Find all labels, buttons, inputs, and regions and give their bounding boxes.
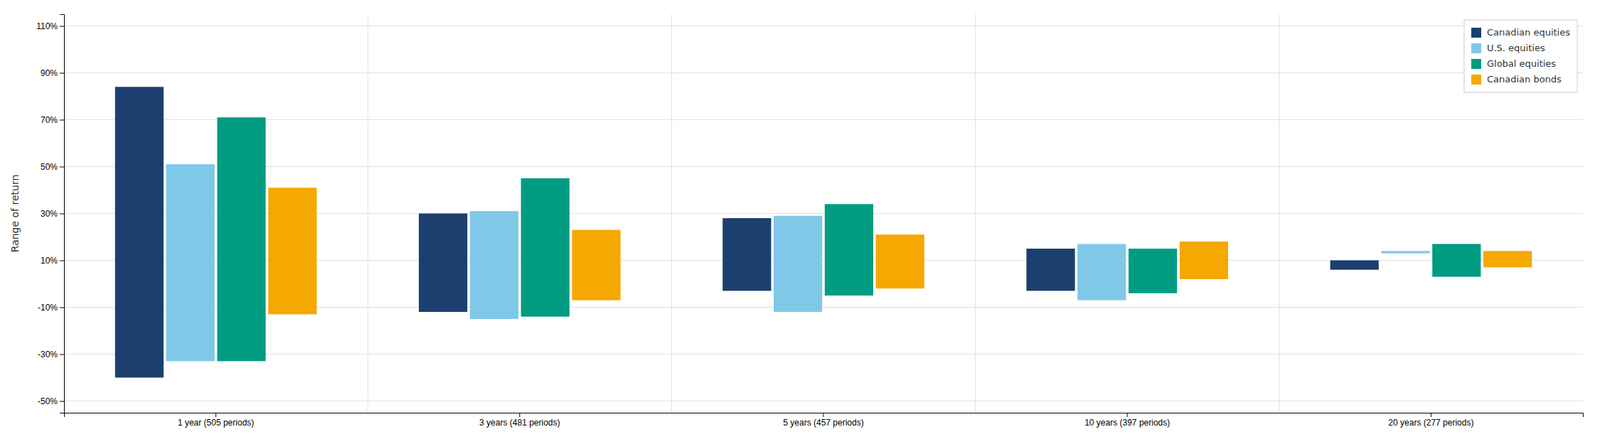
tick: 90% <box>40 68 64 79</box>
range-bar <box>1179 241 1229 280</box>
tick-label: -50% <box>37 396 58 407</box>
legend-swatch <box>1471 27 1482 38</box>
group-separator <box>367 14 369 414</box>
legend-swatch <box>1471 43 1482 54</box>
legend-label: Canadian bonds <box>1486 73 1562 85</box>
tick-mark <box>59 260 64 262</box>
tick-mark <box>823 413 825 418</box>
range-bar <box>1077 243 1126 301</box>
x-axis: 1 year (505 periods) 3 years (481 periods… <box>64 413 1584 429</box>
tick-mark <box>59 26 64 28</box>
group-separator <box>974 14 976 414</box>
tick-mark <box>59 307 64 309</box>
tick: 10 years (397 periods) <box>1084 413 1170 429</box>
grid-line <box>64 119 1583 121</box>
legend-item: U.S. equities <box>1471 42 1546 55</box>
grid-line <box>64 354 1583 355</box>
legend-label: U.S. equities <box>1486 42 1546 54</box>
range-bar <box>1330 260 1379 271</box>
range-bar <box>571 230 621 301</box>
grid-line <box>64 401 1583 402</box>
group-separator <box>671 14 672 414</box>
tick-label: 110% <box>36 21 58 32</box>
series <box>216 117 1481 362</box>
tick: 3 years (481 periods) <box>479 413 560 429</box>
range-bar <box>470 211 519 320</box>
range-bar <box>268 187 317 315</box>
tick-mark <box>59 214 64 215</box>
tick-mark <box>1430 413 1432 418</box>
chart: -50% -30% -10% 10% 30% 50% 70% 90% 110% 1 year (5… <box>0 0 1600 444</box>
grid-line <box>64 166 1583 168</box>
grid <box>64 14 1583 414</box>
tick-label: -30% <box>37 349 58 360</box>
tick-mark <box>59 73 64 74</box>
tick: 5 years (457 periods) <box>782 413 864 429</box>
series <box>115 86 1379 378</box>
plot: -50% -30% -10% 10% 30% 50% 70% 90% 110% 1 year (5… <box>36 14 1583 429</box>
tick-label: 50% <box>40 162 58 173</box>
tick-label: 90% <box>40 68 58 79</box>
range-bar <box>773 216 823 313</box>
tick-label: 3 years (481 periods) <box>479 418 560 429</box>
legend-swatch <box>1471 74 1482 85</box>
tick-mark <box>519 413 520 418</box>
tick-mark <box>59 401 64 403</box>
tick-mark <box>59 120 64 121</box>
tick-label: 20 years (277 periods) <box>1388 418 1474 429</box>
tick-mark <box>1127 413 1128 418</box>
tick: 20 years (277 periods) <box>1388 413 1474 429</box>
legend-label: Global equities <box>1486 58 1556 69</box>
range-bar <box>115 86 164 378</box>
tick: -30% <box>37 349 64 360</box>
legend-swatch <box>1471 59 1482 69</box>
legend: Canadian equities U.S. equities Global equ… <box>1464 19 1578 93</box>
tick: 50% <box>40 162 64 173</box>
range-bar <box>1026 248 1075 291</box>
bars <box>115 86 1532 378</box>
legend-label: Canadian equities <box>1486 27 1571 38</box>
group-separator <box>1278 14 1280 414</box>
tick-mark <box>215 413 217 418</box>
legend-item: Canadian equities <box>1471 27 1571 39</box>
range-bar <box>166 164 215 362</box>
series <box>166 164 1431 362</box>
tick: -50% <box>37 396 64 407</box>
legend-item: Canadian bonds <box>1471 73 1562 86</box>
range-bar <box>824 204 874 296</box>
tick-label: 5 years (457 periods) <box>782 418 864 429</box>
range-bar <box>418 214 468 313</box>
range-bar <box>1128 248 1177 294</box>
grid-line <box>64 25 1583 27</box>
legend-box <box>1464 19 1578 93</box>
axis-line <box>64 413 1584 419</box>
axis-line <box>59 14 65 414</box>
y-axis-title: Range of return <box>9 174 21 254</box>
tick-label: 10 years (397 periods) <box>1084 418 1170 429</box>
tick: 10% <box>40 256 64 266</box>
range-bar <box>1483 251 1532 268</box>
tick-label: -10% <box>37 302 58 313</box>
range-bar <box>216 117 266 362</box>
tick: 110% <box>36 21 64 32</box>
range-bar <box>722 218 771 291</box>
range-bar <box>876 234 925 289</box>
tick-mark <box>59 354 64 356</box>
range-bar <box>1432 243 1481 277</box>
range-bar <box>1380 251 1430 254</box>
tick: 70% <box>40 115 64 126</box>
legend-item: Global equities <box>1471 58 1556 70</box>
tick-label: 10% <box>40 256 58 266</box>
tick: -10% <box>37 302 64 313</box>
tick-label: 30% <box>40 209 58 220</box>
tick-label: 1 year (505 periods) <box>177 418 254 429</box>
grid-line <box>64 72 1583 74</box>
tick: 30% <box>40 209 64 220</box>
series <box>268 187 1532 315</box>
range-bar <box>521 178 570 318</box>
tick-label: 70% <box>40 115 58 126</box>
tick: 1 year (505 periods) <box>177 413 254 429</box>
tick-mark <box>59 167 64 168</box>
y-axis: -50% -30% -10% 10% 30% 50% 70% 90% 110% <box>36 14 64 414</box>
